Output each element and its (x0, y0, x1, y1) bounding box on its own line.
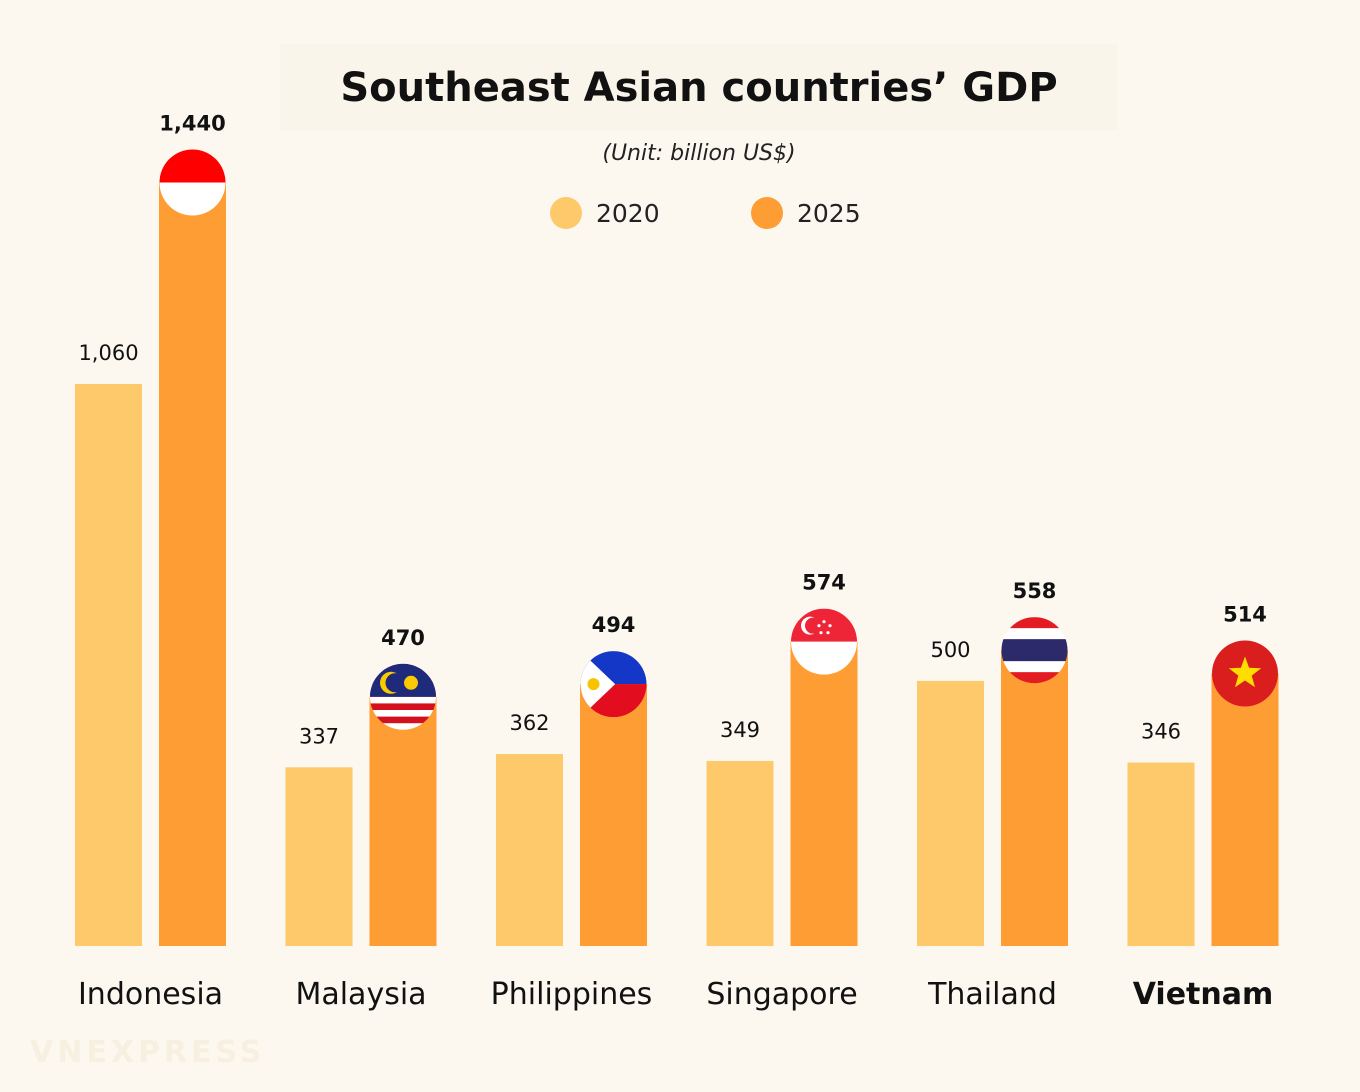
category-label-philippines: Philippines (491, 977, 653, 1012)
value-label-2025-thailand: 558 (1013, 579, 1057, 603)
chart-subtitle: (Unit: billion US$) (602, 141, 795, 166)
category-label-indonesia: Indonesia (78, 977, 223, 1012)
group-philippines: 362 494 Philippines (491, 613, 653, 1012)
group-singapore: 349 574 Singapore (706, 571, 857, 1012)
value-label-2025-indonesia: 1,440 (159, 112, 225, 136)
value-label-2025-philippines: 494 (592, 613, 636, 637)
indonesia-flag-icon (159, 149, 226, 216)
bar-2020-thailand (917, 680, 984, 946)
legend-swatch-2025 (751, 197, 783, 229)
value-label-2025-malaysia: 470 (381, 626, 425, 650)
bar-2025-philippines (580, 684, 647, 946)
bar-2020-philippines (496, 754, 563, 946)
bar-2025-singapore (790, 641, 858, 946)
value-label-2025-vietnam: 514 (1223, 602, 1267, 626)
value-label-2020-thailand: 500 (930, 638, 970, 662)
category-label-malaysia: Malaysia (295, 977, 426, 1012)
malaysia-flag-icon (370, 663, 436, 730)
value-label-2025-singapore: 574 (802, 571, 846, 595)
bar-2020-singapore (706, 760, 774, 946)
thailand-flag-icon (1001, 617, 1068, 684)
value-label-2020-indonesia: 1,060 (78, 341, 138, 365)
legend: 2020 2025 (550, 197, 861, 229)
bar-2025-thailand (1001, 650, 1068, 946)
bar-2020-indonesia (75, 383, 142, 946)
category-label-thailand: Thailand (927, 977, 1057, 1012)
watermark-logo: VNEXPRESS (30, 1035, 265, 1070)
category-label-singapore: Singapore (706, 977, 857, 1012)
bar-2020-malaysia (285, 767, 353, 946)
group-indonesia: 1,060 1,440 Indonesia (75, 112, 226, 1012)
group-thailand: 500 558 Thailand (917, 579, 1068, 1012)
philippines-flag-icon (580, 651, 647, 718)
bars-layer: 1,060 1,440 Indonesia 337 470 Malaysia 362 494 P… (75, 112, 1279, 1012)
chart-title: Southeast Asian countries’ GDP (340, 65, 1057, 111)
value-label-2020-malaysia: 337 (299, 724, 339, 748)
legend-label-2020: 2020 (596, 199, 660, 228)
title-box (280, 44, 1118, 130)
legend-label-2025: 2025 (797, 199, 861, 228)
group-malaysia: 337 470 Malaysia (285, 626, 437, 1012)
bar-2025-malaysia (369, 696, 437, 946)
value-label-2020-philippines: 362 (509, 711, 549, 735)
category-label-vietnam: Vietnam (1133, 977, 1274, 1012)
bar-2020-vietnam (1127, 762, 1195, 946)
legend-swatch-2020 (550, 197, 582, 229)
group-vietnam: 346 514 Vietnam (1127, 602, 1279, 1012)
bar-2025-indonesia (159, 182, 226, 947)
value-label-2020-singapore: 349 (720, 718, 760, 742)
vietnam-flag-icon (1212, 640, 1278, 707)
bar-2025-vietnam (1211, 673, 1279, 946)
value-label-2020-vietnam: 346 (1141, 720, 1181, 744)
singapore-flag-icon (791, 608, 857, 675)
